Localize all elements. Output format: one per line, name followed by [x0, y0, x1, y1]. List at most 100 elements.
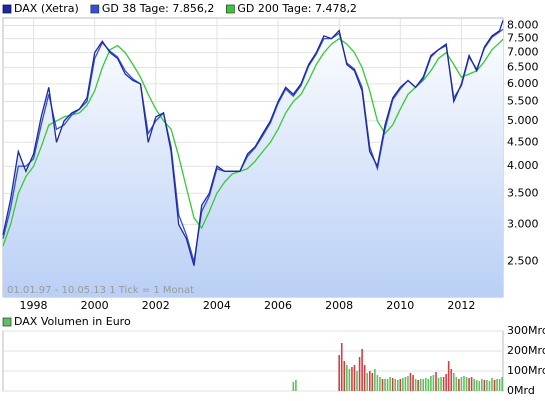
- bar: [475, 380, 478, 391]
- x-tick-label: 2002: [142, 299, 170, 312]
- plot-area: [2, 330, 504, 392]
- bar: [361, 349, 363, 391]
- bar: [501, 377, 503, 391]
- bar: [427, 379, 430, 391]
- legend-swatch: [226, 4, 235, 14]
- bar: [402, 378, 404, 391]
- x-tick-label: 2006: [264, 299, 292, 312]
- bar: [465, 377, 468, 391]
- y-tick-label: 7.500: [507, 32, 539, 45]
- bar: [450, 369, 453, 391]
- x-tick-label: 2010: [386, 299, 414, 312]
- y-tick-label: 4.500: [507, 135, 539, 148]
- bar: [442, 377, 445, 391]
- bar: [389, 377, 391, 391]
- bar: [358, 357, 361, 391]
- bar: [366, 373, 369, 391]
- legend-swatch: [90, 4, 100, 14]
- bar: [445, 374, 447, 391]
- y-tick-label: 100Mrd: [507, 364, 545, 377]
- y-tick-label: 5.000: [507, 114, 539, 127]
- bar: [419, 379, 422, 391]
- bar: [430, 376, 432, 391]
- bar: [340, 343, 343, 391]
- y-tick-label: 2.500: [507, 255, 539, 268]
- y-tick-label: 4.000: [507, 159, 539, 172]
- legend-label: GD 200 Tage: 7.478,2: [237, 2, 357, 15]
- bar: [478, 381, 481, 391]
- bar: [363, 365, 366, 391]
- y-tick-label: 6.500: [507, 61, 539, 74]
- bar: [338, 355, 340, 391]
- bar: [498, 379, 501, 391]
- y-tick-label: 0Mrd: [507, 384, 535, 397]
- bar: [447, 361, 450, 391]
- bar: [491, 378, 493, 391]
- x-tick-label: 2000: [81, 299, 109, 312]
- y-tick-label: 3.000: [507, 218, 539, 231]
- bar: [343, 361, 346, 391]
- bar: [440, 377, 442, 391]
- line: [2, 20, 504, 266]
- bar: [458, 379, 460, 391]
- y-tick-label: 300Mrd: [507, 324, 545, 337]
- bar: [348, 369, 351, 391]
- bar: [374, 369, 376, 391]
- bar: [412, 375, 414, 391]
- bar: [407, 376, 409, 391]
- x-tick-label: 1998: [20, 299, 48, 312]
- bar: [435, 372, 437, 391]
- bar: [437, 378, 440, 391]
- legend-label: DAX Volumen in Euro: [14, 315, 131, 328]
- y-tick-label: 5.500: [507, 95, 539, 108]
- bar: [381, 379, 384, 391]
- bar: [379, 377, 381, 391]
- bar: [295, 380, 297, 391]
- legend-label: GD 38 Tage: 7.856,2: [102, 2, 215, 15]
- bar: [394, 379, 397, 391]
- bar: [414, 379, 417, 391]
- bar: [399, 379, 402, 391]
- bar: [346, 365, 348, 391]
- bar: [488, 381, 491, 391]
- bar: [404, 377, 407, 391]
- bar: [470, 377, 473, 391]
- legend-label: DAX (Xetra): [14, 2, 79, 15]
- bar: [481, 379, 483, 391]
- legend-swatch: [2, 4, 12, 14]
- x-tick-label: 2008: [325, 299, 353, 312]
- bar: [371, 373, 374, 391]
- y-tick-label: 8.000: [507, 18, 539, 31]
- line: [2, 28, 504, 262]
- y-tick-label: 200Mrd: [507, 344, 545, 357]
- bar: [386, 379, 389, 391]
- bar: [376, 375, 379, 391]
- line: [2, 37, 504, 247]
- bar: [496, 379, 498, 391]
- bar: [483, 380, 486, 391]
- bar: [409, 373, 412, 391]
- bar: [486, 380, 488, 391]
- bar: [468, 378, 470, 391]
- bar: [384, 379, 386, 391]
- bar: [356, 371, 358, 391]
- bar: [473, 379, 475, 391]
- bar: [417, 380, 419, 391]
- bar: [353, 365, 356, 391]
- x-tick-label: 2012: [447, 299, 475, 312]
- bar: [292, 382, 295, 391]
- bar: [391, 378, 394, 391]
- bar: [455, 377, 458, 391]
- bar: [432, 375, 435, 391]
- y-tick-label: 7.000: [507, 46, 539, 59]
- bar: [452, 373, 455, 391]
- y-tick-label: 3.500: [507, 186, 539, 199]
- bar: [422, 379, 425, 391]
- bar: [424, 378, 427, 391]
- bar: [396, 380, 399, 391]
- bar: [460, 377, 463, 391]
- bar: [351, 367, 353, 391]
- bar: [493, 380, 496, 391]
- bar: [463, 376, 465, 391]
